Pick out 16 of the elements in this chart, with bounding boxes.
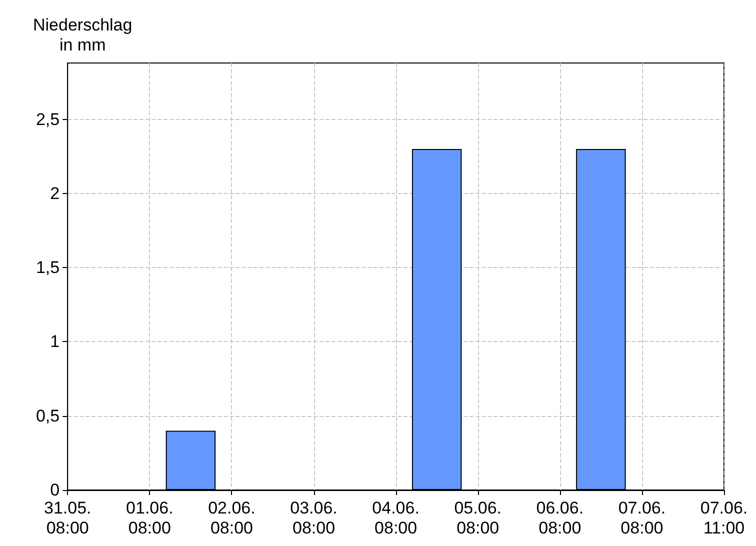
- y-tick-label: 1: [50, 332, 60, 352]
- x-tick-label: 07.06. 08:00: [618, 498, 666, 538]
- x-tick-label: 07.06. 11:00: [700, 498, 748, 538]
- y-tick-label: 1,5: [36, 258, 60, 278]
- y-tick-label: 2: [50, 184, 60, 203]
- y-tick-label: 0: [50, 480, 60, 500]
- x-tick-label: 02.06. 08:00: [208, 498, 256, 538]
- x-tick-label: 04.06. 08:00: [372, 498, 420, 538]
- x-tick-label: 05.06. 08:00: [454, 498, 502, 538]
- x-tick-label: 03.06. 08:00: [290, 498, 338, 538]
- y-tick-label: 0,5: [36, 406, 60, 426]
- y-axis-title: Niederschlag in mm: [32, 16, 132, 54]
- x-tick-label: 06.06. 08:00: [536, 498, 584, 538]
- x-tick-label: 01.06. 08:00: [126, 498, 174, 538]
- y-tick-label: 2,5: [36, 110, 60, 129]
- x-tick-label: 31.05. 08:00: [44, 498, 92, 538]
